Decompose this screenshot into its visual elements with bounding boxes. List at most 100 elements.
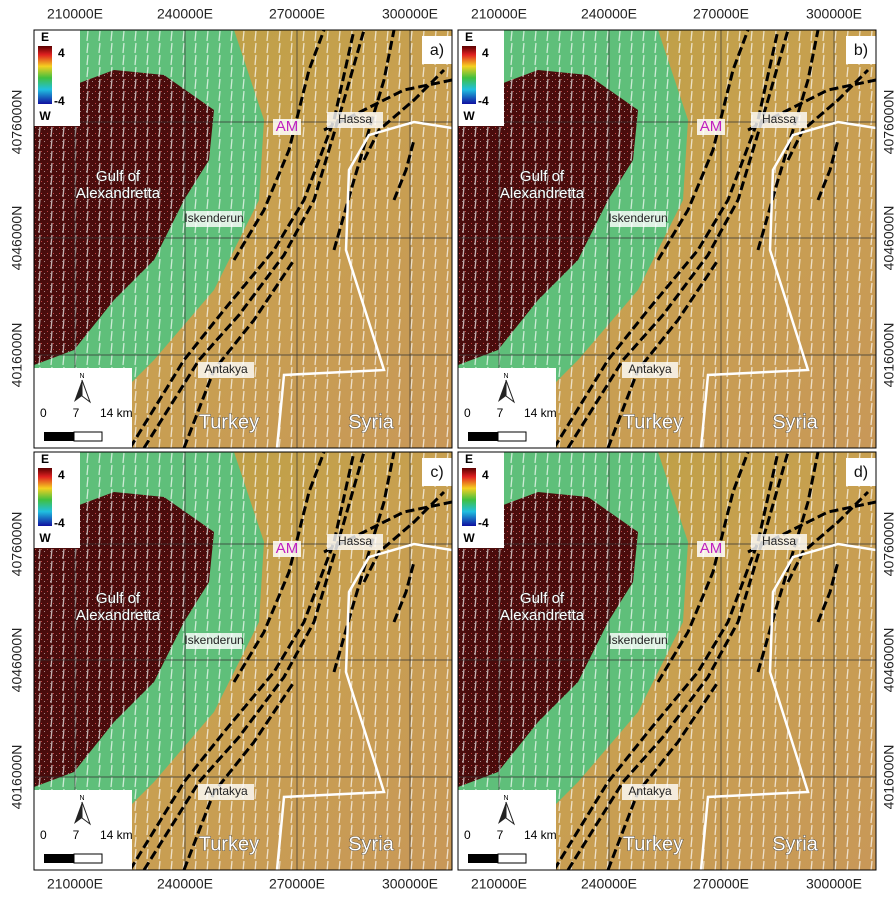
place-label: Turkey — [623, 411, 683, 433]
x-tick-label: 270000E — [269, 6, 325, 22]
place-label: Hassa — [338, 534, 372, 548]
place-label: Gulf of — [520, 590, 565, 607]
scale-bar-black — [468, 432, 498, 441]
place-label: Syria — [348, 411, 394, 433]
panel-letter: b) — [854, 42, 868, 59]
y-tick-label: 4076000N — [9, 512, 25, 577]
legend-min: -4 — [478, 516, 489, 530]
scale-label: 7 — [497, 406, 504, 420]
place-label: Alexandretta — [76, 607, 161, 624]
legend-bottom: W — [39, 531, 51, 545]
x-tick-label: 300000E — [382, 876, 438, 892]
panel-letter: d) — [854, 464, 868, 481]
legend-bottom: W — [39, 109, 51, 123]
place-label: Antakya — [204, 784, 248, 798]
north-label: N — [503, 795, 508, 802]
panel-letter: a) — [430, 42, 444, 59]
place-label: Iskenderun — [184, 633, 243, 647]
scale-label: 14 km — [524, 406, 557, 420]
y-tick-label: 4046000N — [881, 206, 895, 271]
place-label: Turkey — [623, 833, 683, 855]
scale-label: 0 — [464, 828, 471, 842]
place-label: AM — [700, 540, 723, 557]
place-label: AM — [276, 540, 299, 557]
place-label: Hassa — [762, 534, 796, 548]
place-label: AM — [276, 118, 299, 135]
place-label: Antakya — [628, 784, 672, 798]
legend-max: 4 — [58, 46, 65, 60]
y-tick-label: 4076000N — [881, 512, 895, 577]
y-tick-label: 4016000N — [881, 745, 895, 810]
x-tick-label: 300000E — [806, 6, 862, 22]
scale-bar-white — [74, 854, 102, 863]
north-label: N — [79, 373, 84, 380]
x-tick-label: 300000E — [806, 876, 862, 892]
place-label: Syria — [348, 833, 394, 855]
legend-top: E — [41, 452, 49, 466]
colorbar — [462, 468, 476, 526]
scale-bar-black — [44, 432, 74, 441]
place-label: Iskenderun — [608, 211, 667, 225]
x-tick-label: 210000E — [471, 876, 527, 892]
place-label: Iskenderun — [608, 633, 667, 647]
map-panel: AM Hassa Gulf ofAlexandretta Iskenderun Anta… — [458, 6, 895, 448]
scale-bar-white — [74, 432, 102, 441]
north-label: N — [503, 373, 508, 380]
y-tick-label: 4016000N — [9, 745, 25, 810]
place-label: Turkey — [199, 833, 259, 855]
x-tick-label: 270000E — [693, 876, 749, 892]
place-label: Hassa — [338, 112, 372, 126]
x-tick-label: 240000E — [581, 6, 637, 22]
panel-letter: c) — [430, 464, 443, 481]
legend-max: 4 — [58, 468, 65, 482]
map-image: AMHassaGulf ofAlexandrettaIskenderunAnta… — [458, 452, 876, 870]
scale-label: 0 — [464, 406, 471, 420]
scale-label: 7 — [73, 828, 80, 842]
place-label: AM — [700, 118, 723, 135]
colorbar — [38, 468, 52, 526]
place-label: Gulf of — [520, 168, 565, 185]
x-tick-label: 240000E — [581, 876, 637, 892]
y-tick-label: 4016000N — [9, 323, 25, 388]
y-tick-label: 4076000N — [9, 90, 25, 155]
y-tick-label: 4046000N — [881, 628, 895, 693]
legend-min: -4 — [54, 94, 65, 108]
legend-top: E — [41, 30, 49, 44]
scale-label: 14 km — [100, 828, 133, 842]
scale-label: 7 — [497, 828, 504, 842]
place-label: Syria — [772, 411, 818, 433]
scale-label: 0 — [40, 406, 47, 420]
legend-min: -4 — [54, 516, 65, 530]
place-label: Hassa — [762, 112, 796, 126]
x-tick-label: 270000E — [269, 876, 325, 892]
scale-label: 7 — [73, 406, 80, 420]
scale-bar-white — [498, 432, 526, 441]
place-label: Gulf of — [96, 590, 141, 607]
map-image: AM Hassa Gulf ofAlexandretta Iskenderun Anta… — [34, 452, 452, 870]
place-label: Alexandretta — [76, 185, 161, 202]
legend-top: E — [465, 30, 473, 44]
colorbar — [462, 46, 476, 104]
legend-max: 4 — [482, 468, 489, 482]
map-panel: AMHassaGulf ofAlexandrettaIskenderunAnta… — [9, 6, 452, 448]
place-label: Syria — [772, 833, 818, 855]
x-tick-label: 270000E — [693, 6, 749, 22]
place-label: Gulf of — [96, 168, 141, 185]
x-tick-label: 300000E — [382, 6, 438, 22]
y-tick-label: 4016000N — [881, 323, 895, 388]
place-label: Iskenderun — [184, 211, 243, 225]
map-image: AM Hassa Gulf ofAlexandretta Iskenderun Anta… — [458, 30, 876, 448]
y-tick-label: 4076000N — [881, 90, 895, 155]
y-tick-label: 4046000N — [9, 628, 25, 693]
legend-max: 4 — [482, 46, 489, 60]
scale-bar-white — [498, 854, 526, 863]
scale-label: 0 — [40, 828, 47, 842]
x-tick-label: 240000E — [157, 6, 213, 22]
legend-min: -4 — [478, 94, 489, 108]
place-label: Antakya — [628, 362, 672, 376]
figure: AMHassaGulf ofAlexandrettaIskenderunAnta… — [0, 0, 895, 897]
place-label: Alexandretta — [500, 185, 585, 202]
x-tick-label: 240000E — [157, 876, 213, 892]
